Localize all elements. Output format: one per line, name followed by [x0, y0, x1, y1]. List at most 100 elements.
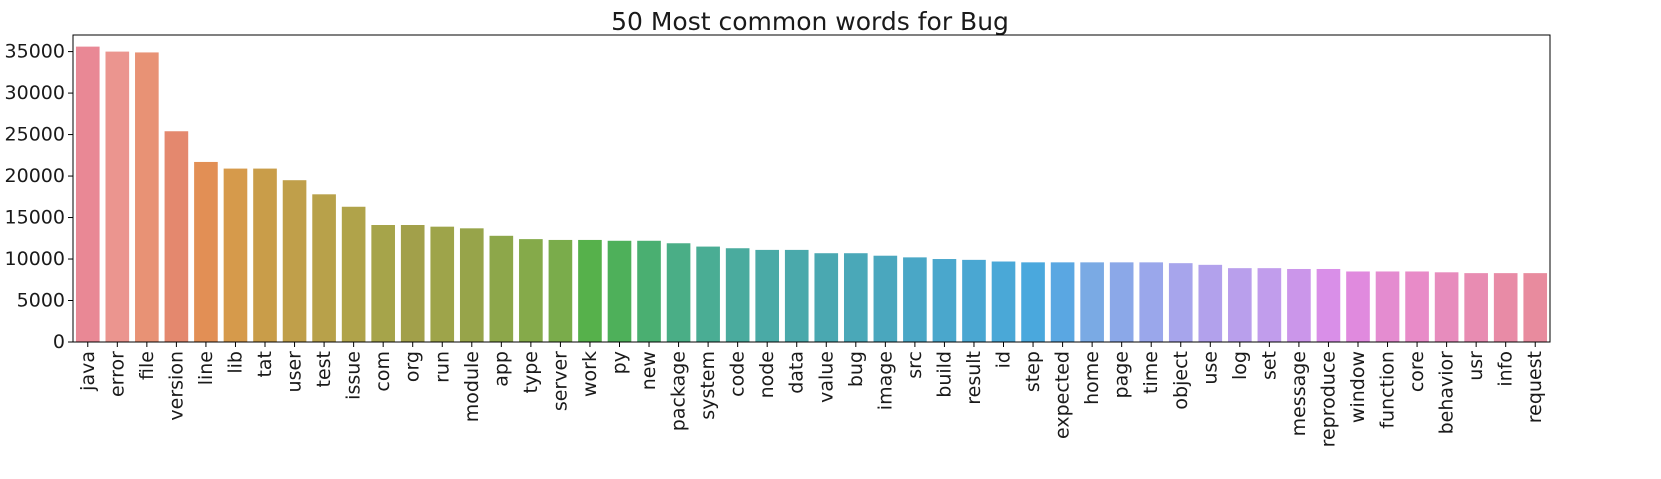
- bar-tat: [253, 168, 277, 342]
- y-tick-label: 5000: [17, 290, 65, 312]
- x-tick-label: step: [1022, 351, 1044, 392]
- x-tick-label: behavior: [1436, 351, 1458, 435]
- bar-time: [1139, 262, 1164, 342]
- bar-object: [1168, 263, 1193, 342]
- x-tick-label: line: [195, 351, 217, 385]
- x-tick-label: org: [402, 351, 424, 382]
- bar-value: [814, 253, 839, 342]
- x-tick-label: server: [549, 351, 571, 411]
- x-tick-label: test: [313, 351, 335, 388]
- bar-request: [1523, 273, 1548, 342]
- bar-result: [962, 259, 986, 342]
- bar-home: [1080, 262, 1104, 342]
- plot-frame: [72, 34, 1551, 343]
- x-tick-label: py: [608, 351, 630, 374]
- bar-log: [1228, 268, 1252, 342]
- bar-usr: [1464, 273, 1488, 342]
- x-tick-label: code: [727, 351, 749, 397]
- bar-error: [105, 51, 130, 342]
- bar-server: [548, 239, 573, 342]
- bar-test: [312, 194, 336, 342]
- bar-expected: [1050, 262, 1075, 342]
- x-tick-label: request: [1524, 351, 1546, 423]
- x-tick-label: file: [136, 351, 158, 380]
- x-tick-label: bug: [845, 351, 867, 387]
- bar-page: [1109, 262, 1134, 342]
- bars-group: [75, 46, 1548, 343]
- x-tick-label: error: [106, 351, 128, 397]
- y-tick-label: 25000: [5, 124, 65, 146]
- x-tick-label: result: [963, 351, 985, 405]
- x-tick-label: java: [77, 351, 99, 392]
- x-tick-label: work: [579, 351, 601, 397]
- bar-use: [1198, 264, 1223, 342]
- bar-version: [164, 131, 189, 342]
- x-tick-label: new: [638, 351, 660, 390]
- x-tick-label: set: [1258, 351, 1280, 380]
- y-tick-label: 0: [53, 331, 65, 353]
- x-tick-label: core: [1406, 351, 1428, 392]
- bar-package: [666, 243, 691, 342]
- x-tick-label: module: [461, 351, 483, 422]
- x-tick-label: usr: [1465, 351, 1487, 381]
- x-tick-label: window: [1347, 351, 1369, 423]
- bar-new: [637, 240, 661, 342]
- bar-behavior: [1434, 272, 1459, 342]
- x-tick-label: time: [1140, 351, 1162, 394]
- bar-run: [430, 226, 455, 342]
- x-tick-label: image: [874, 351, 896, 410]
- bar-data: [784, 249, 809, 342]
- bar-src: [903, 257, 927, 342]
- x-tick-label: com: [372, 351, 394, 392]
- y-tick-label: 35000: [5, 41, 65, 63]
- bar-app: [489, 235, 514, 342]
- bar-message: [1287, 268, 1311, 342]
- x-tick-label: reproduce: [1317, 351, 1339, 447]
- x-tick-label: lib: [224, 351, 246, 374]
- bar-org: [400, 225, 425, 342]
- bar-function: [1375, 271, 1400, 342]
- bar-type: [519, 239, 543, 342]
- x-tick-label: message: [1288, 351, 1310, 436]
- bar-java: [75, 46, 100, 343]
- x-tick-label: app: [490, 351, 512, 387]
- bar-code: [725, 248, 750, 342]
- x-tick-label: info: [1495, 351, 1517, 387]
- x-tick-label: value: [815, 351, 837, 403]
- x-tick-label: version: [165, 351, 187, 421]
- x-tick-label: page: [1111, 351, 1133, 398]
- x-axis: java error file version line lib tat user test is…: [77, 342, 1546, 447]
- bar-reproduce: [1316, 268, 1341, 342]
- x-tick-label: use: [1199, 351, 1221, 385]
- bar-file: [135, 52, 159, 343]
- x-tick-label: log: [1229, 351, 1251, 380]
- x-tick-label: src: [904, 351, 926, 379]
- x-tick-label: system: [697, 351, 719, 420]
- bar-node: [755, 249, 780, 342]
- x-tick-label: object: [1170, 351, 1192, 410]
- bar-set: [1257, 268, 1282, 342]
- x-tick-label: tat: [254, 351, 276, 378]
- x-tick-label: user: [284, 351, 306, 393]
- y-axis: 0 5000 10000 15000 20000 25000 30000 35000: [5, 41, 73, 353]
- y-tick-label: 30000: [5, 82, 65, 104]
- bar-system: [696, 246, 720, 342]
- x-tick-label: data: [786, 351, 808, 394]
- bar-lib: [223, 168, 248, 342]
- y-tick-label: 15000: [5, 207, 65, 229]
- x-tick-label: home: [1081, 351, 1103, 405]
- bar-id: [991, 261, 1016, 342]
- bar-com: [371, 225, 395, 342]
- bar-user: [282, 180, 307, 342]
- bar-info: [1493, 273, 1518, 342]
- x-tick-label: id: [993, 351, 1015, 368]
- bar-core: [1405, 271, 1429, 342]
- bar-image: [873, 255, 898, 342]
- x-tick-label: expected: [1052, 351, 1074, 439]
- bar-py: [607, 240, 632, 342]
- x-tick-label: function: [1377, 351, 1399, 429]
- x-tick-label: run: [431, 351, 453, 383]
- bar-module: [459, 228, 484, 342]
